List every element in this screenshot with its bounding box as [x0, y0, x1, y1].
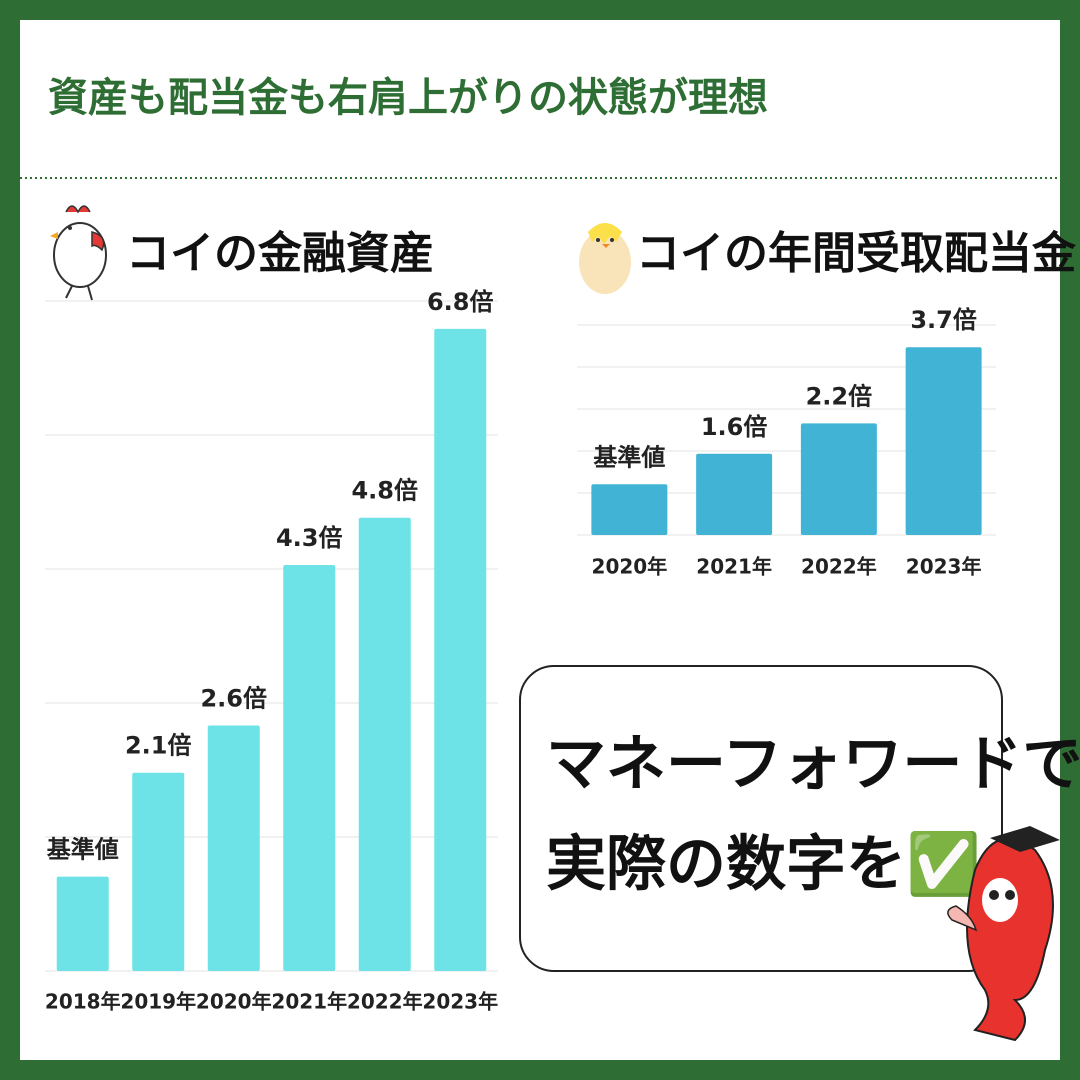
value-label: 1.6倍 [701, 413, 768, 441]
x-tick-label: 2022年 [801, 555, 877, 579]
bar [358, 517, 411, 971]
value-label: 4.8倍 [351, 477, 418, 505]
value-label: 2.1倍 [125, 732, 192, 760]
x-tick-label: 2019年 [120, 990, 196, 1014]
value-label: 4.3倍 [276, 524, 343, 552]
x-tick-label: 2020年 [592, 555, 668, 579]
bar [434, 328, 487, 971]
value-label: 6.8倍 [427, 288, 494, 316]
value-label: 2.6倍 [200, 684, 267, 712]
chicken-icon [50, 205, 107, 301]
callout-line: 実際の数字を✅ [546, 830, 981, 900]
egg-icon [579, 223, 631, 294]
value-label: 2.2倍 [806, 382, 873, 410]
x-tick-label: 2022年 [347, 990, 423, 1014]
page-title: 資産も配当金も右肩上がりの状態が理想 [48, 75, 768, 121]
bar [905, 347, 982, 535]
bar [283, 564, 336, 971]
bar [132, 772, 185, 971]
mascot [947, 826, 1060, 1042]
value-label: 3.7倍 [910, 306, 977, 334]
x-tick-label: 2018年 [45, 990, 121, 1014]
callout-line: マネーフォワードで [546, 730, 1080, 800]
chart-title: コイの年間受取配当金 [636, 228, 1077, 279]
bar [56, 876, 109, 971]
x-tick-label: 2021年 [696, 555, 772, 579]
value-label: 基準値 [593, 443, 665, 471]
callout-box [519, 665, 1003, 972]
x-tick-label: 2021年 [271, 990, 347, 1014]
chart-title: コイの金融資産 [126, 228, 434, 279]
value-label: 基準値 [47, 836, 119, 864]
x-tick-label: 2020年 [196, 990, 272, 1014]
bar [800, 423, 877, 535]
x-tick-label: 2023年 [906, 555, 982, 579]
bar [591, 484, 668, 535]
bar [207, 725, 260, 971]
bar [696, 453, 773, 535]
x-tick-label: 2023年 [422, 990, 498, 1014]
